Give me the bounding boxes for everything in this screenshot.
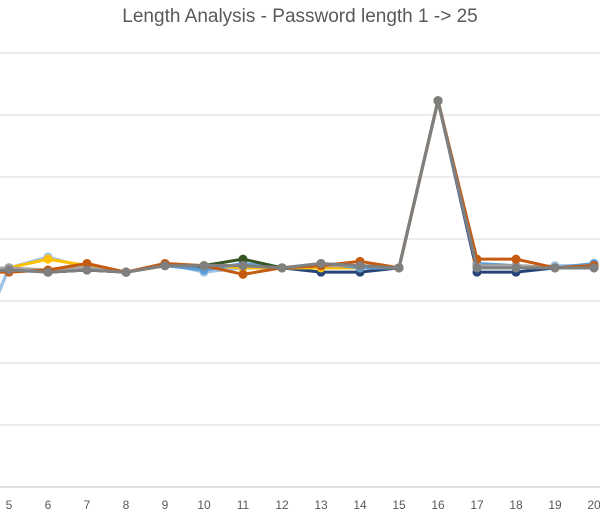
x-tick-label: 18 — [509, 498, 523, 512]
series-7 — [0, 96, 599, 279]
x-tick-label: 19 — [548, 498, 562, 512]
series-5-point — [238, 254, 248, 264]
series-8-point — [277, 263, 287, 273]
series-3-point — [43, 254, 53, 264]
series-8-point — [355, 261, 365, 271]
series-5 — [0, 96, 599, 277]
series-layer — [0, 96, 599, 294]
x-tick-label: 11 — [237, 498, 250, 512]
x-tick-label: 10 — [197, 498, 211, 512]
gridlines — [0, 52, 600, 488]
series-8-point — [238, 261, 248, 271]
x-tick-label: 5 — [6, 498, 13, 512]
series-8-point — [433, 96, 443, 106]
x-tick-label: 16 — [431, 498, 445, 512]
x-tick-label: 14 — [353, 498, 367, 512]
series-1-line — [0, 99, 594, 294]
series-8-point — [394, 263, 404, 273]
series-1 — [0, 96, 599, 294]
series-6 — [0, 96, 599, 277]
series-8-point — [589, 263, 599, 273]
x-tick-label: 17 — [470, 498, 484, 512]
series-2 — [0, 96, 599, 294]
series-3 — [0, 96, 599, 277]
series-8-point — [43, 267, 53, 277]
series-8-line — [0, 99, 594, 274]
series-8-point — [160, 261, 170, 271]
x-tick-label: 7 — [84, 498, 91, 512]
series-7-point — [238, 269, 248, 279]
series-8-point — [316, 258, 326, 268]
chart-title: Length Analysis - Password length 1 -> 2… — [122, 6, 478, 27]
series-8 — [0, 96, 599, 277]
series-8-point — [199, 261, 209, 271]
series-2-line — [0, 99, 594, 294]
series-5-line — [0, 99, 595, 274]
series-8-point — [82, 265, 92, 275]
series-7-point — [82, 258, 92, 268]
series-8-point — [4, 265, 14, 275]
series-7-point — [511, 254, 521, 264]
x-tick-label: 6 — [45, 498, 52, 512]
series-4 — [0, 96, 599, 277]
series-6-line — [0, 99, 595, 274]
series-8-point — [121, 267, 131, 277]
x-tick-label: 12 — [275, 498, 289, 512]
x-tick-label: 20 — [587, 498, 600, 512]
series-7-line — [0, 99, 595, 276]
x-tick-label: 9 — [162, 498, 169, 512]
x-axis-ticks: 5 6 7 8 9 10 11 12 13 14 15 16 17 18 19 20 — [6, 498, 600, 512]
series-3-line — [0, 99, 595, 274]
series-4-line — [0, 99, 595, 274]
x-tick-label: 8 — [123, 498, 130, 512]
series-8-point — [511, 263, 521, 273]
x-tick-label: 15 — [392, 498, 406, 512]
series-8-point — [550, 263, 560, 273]
x-tick-label: 13 — [314, 498, 328, 512]
series-8-point — [472, 263, 482, 273]
